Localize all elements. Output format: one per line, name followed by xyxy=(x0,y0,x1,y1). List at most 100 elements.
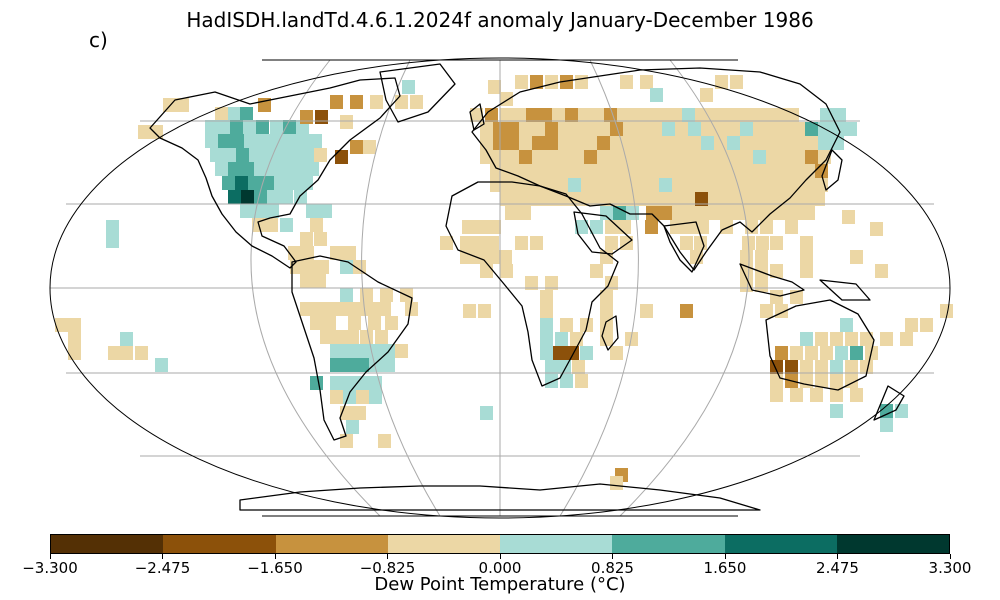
anomaly-cell xyxy=(905,318,918,332)
anomaly-cell xyxy=(640,304,653,318)
anomaly-cell xyxy=(513,108,526,122)
anomaly-cell xyxy=(745,220,758,234)
anomaly-cell xyxy=(880,404,893,418)
anomaly-cell xyxy=(724,164,737,178)
anomaly-cell xyxy=(319,204,332,218)
anomaly-cell xyxy=(802,164,815,178)
anomaly-cell xyxy=(649,136,662,150)
anomaly-cell xyxy=(240,204,253,218)
anomaly-cell xyxy=(488,220,501,234)
anomaly-cell xyxy=(779,150,792,164)
anomaly-cell xyxy=(800,250,813,264)
anomaly-cell xyxy=(770,360,783,374)
anomaly-cell xyxy=(714,122,727,136)
anomaly-cell xyxy=(530,75,543,89)
anomaly-cell xyxy=(711,178,724,192)
anomaly-cell xyxy=(600,304,613,318)
anomaly-cell xyxy=(275,148,288,162)
anomaly-cell xyxy=(770,264,783,278)
anomaly-cell xyxy=(478,304,491,318)
anomaly-cell xyxy=(55,318,68,332)
anomaly-cell xyxy=(880,418,893,432)
anomaly-cell xyxy=(605,220,618,234)
anomaly-cell xyxy=(306,204,319,218)
anomaly-cell xyxy=(346,330,359,344)
anomaly-cell xyxy=(830,360,843,374)
anomaly-cell xyxy=(205,120,218,134)
anomaly-cell xyxy=(506,150,519,164)
anomaly-cell xyxy=(770,290,783,304)
anomaly-cell xyxy=(590,220,603,234)
anomaly-cell xyxy=(701,136,714,150)
anomaly-cell xyxy=(565,192,578,206)
anomaly-cell xyxy=(210,148,223,162)
anomaly-cell xyxy=(792,136,805,150)
anomaly-cell xyxy=(685,164,698,178)
anomaly-cell xyxy=(720,220,733,234)
anomaly-cell xyxy=(620,236,633,250)
anomaly-cell xyxy=(228,107,241,121)
anomaly-cell xyxy=(789,206,802,220)
anomaly-cell xyxy=(708,192,721,206)
anomaly-cell xyxy=(645,220,658,234)
anomaly-cell xyxy=(540,318,553,332)
anomaly-cell xyxy=(617,192,630,206)
anomaly-cell xyxy=(646,206,659,220)
anomaly-cell xyxy=(815,360,828,374)
anomaly-cell xyxy=(640,75,653,89)
anomaly-cell xyxy=(766,150,779,164)
anomaly-cell xyxy=(790,346,803,360)
anomaly-cell xyxy=(870,222,883,236)
anomaly-cell xyxy=(480,122,493,136)
anomaly-cell xyxy=(348,316,361,330)
anomaly-cell xyxy=(330,390,343,404)
anomaly-cell xyxy=(480,264,493,278)
anomaly-cell xyxy=(672,178,685,192)
colorbar-tick-mark xyxy=(949,554,951,559)
anomaly-cell xyxy=(659,178,672,192)
colorbar-tick-label: 0.000 xyxy=(478,559,522,577)
anomaly-cell xyxy=(636,122,649,136)
anomaly-cell xyxy=(330,358,343,372)
anomaly-cell xyxy=(155,358,168,372)
anomaly-cell xyxy=(636,136,649,150)
anomaly-cell xyxy=(594,178,607,192)
anomaly-cell xyxy=(480,150,493,164)
map-boundary-caps xyxy=(262,59,738,517)
anomaly-cell xyxy=(138,125,151,139)
anomaly-cell xyxy=(659,164,672,178)
anomaly-cell xyxy=(335,150,348,164)
anomaly-cell xyxy=(385,316,398,330)
anomaly-cell xyxy=(815,374,828,388)
anomaly-cell xyxy=(672,164,685,178)
anomaly-cell xyxy=(230,120,243,134)
anomaly-cell xyxy=(584,150,597,164)
world-map xyxy=(49,57,953,519)
anomaly-cell xyxy=(850,388,863,402)
anomaly-cell xyxy=(698,178,711,192)
anomaly-cell xyxy=(605,236,618,250)
anomaly-cell xyxy=(727,136,740,150)
anomaly-cell xyxy=(360,330,373,344)
anomaly-cell xyxy=(842,210,855,224)
anomaly-cell xyxy=(68,332,81,346)
anomaly-cell xyxy=(737,178,750,192)
anomaly-cell xyxy=(776,164,789,178)
anomaly-cell xyxy=(633,164,646,178)
anomaly-cell xyxy=(440,236,453,250)
anomaly-cell xyxy=(572,360,585,374)
anomaly-cell xyxy=(610,136,623,150)
anomaly-cell xyxy=(369,358,382,372)
anomaly-cell xyxy=(106,220,119,234)
anomaly-cell xyxy=(800,264,813,278)
anomaly-cell xyxy=(518,206,531,220)
anomaly-cell xyxy=(568,164,581,178)
anomaly-cell xyxy=(880,332,893,346)
anomaly-cell xyxy=(205,134,218,148)
anomaly-cell xyxy=(270,120,283,134)
anomaly-cell xyxy=(380,288,393,302)
anomaly-cell xyxy=(766,136,779,150)
anomaly-cell xyxy=(571,122,584,136)
anomaly-cell xyxy=(516,164,529,178)
anomaly-cell xyxy=(680,236,693,250)
